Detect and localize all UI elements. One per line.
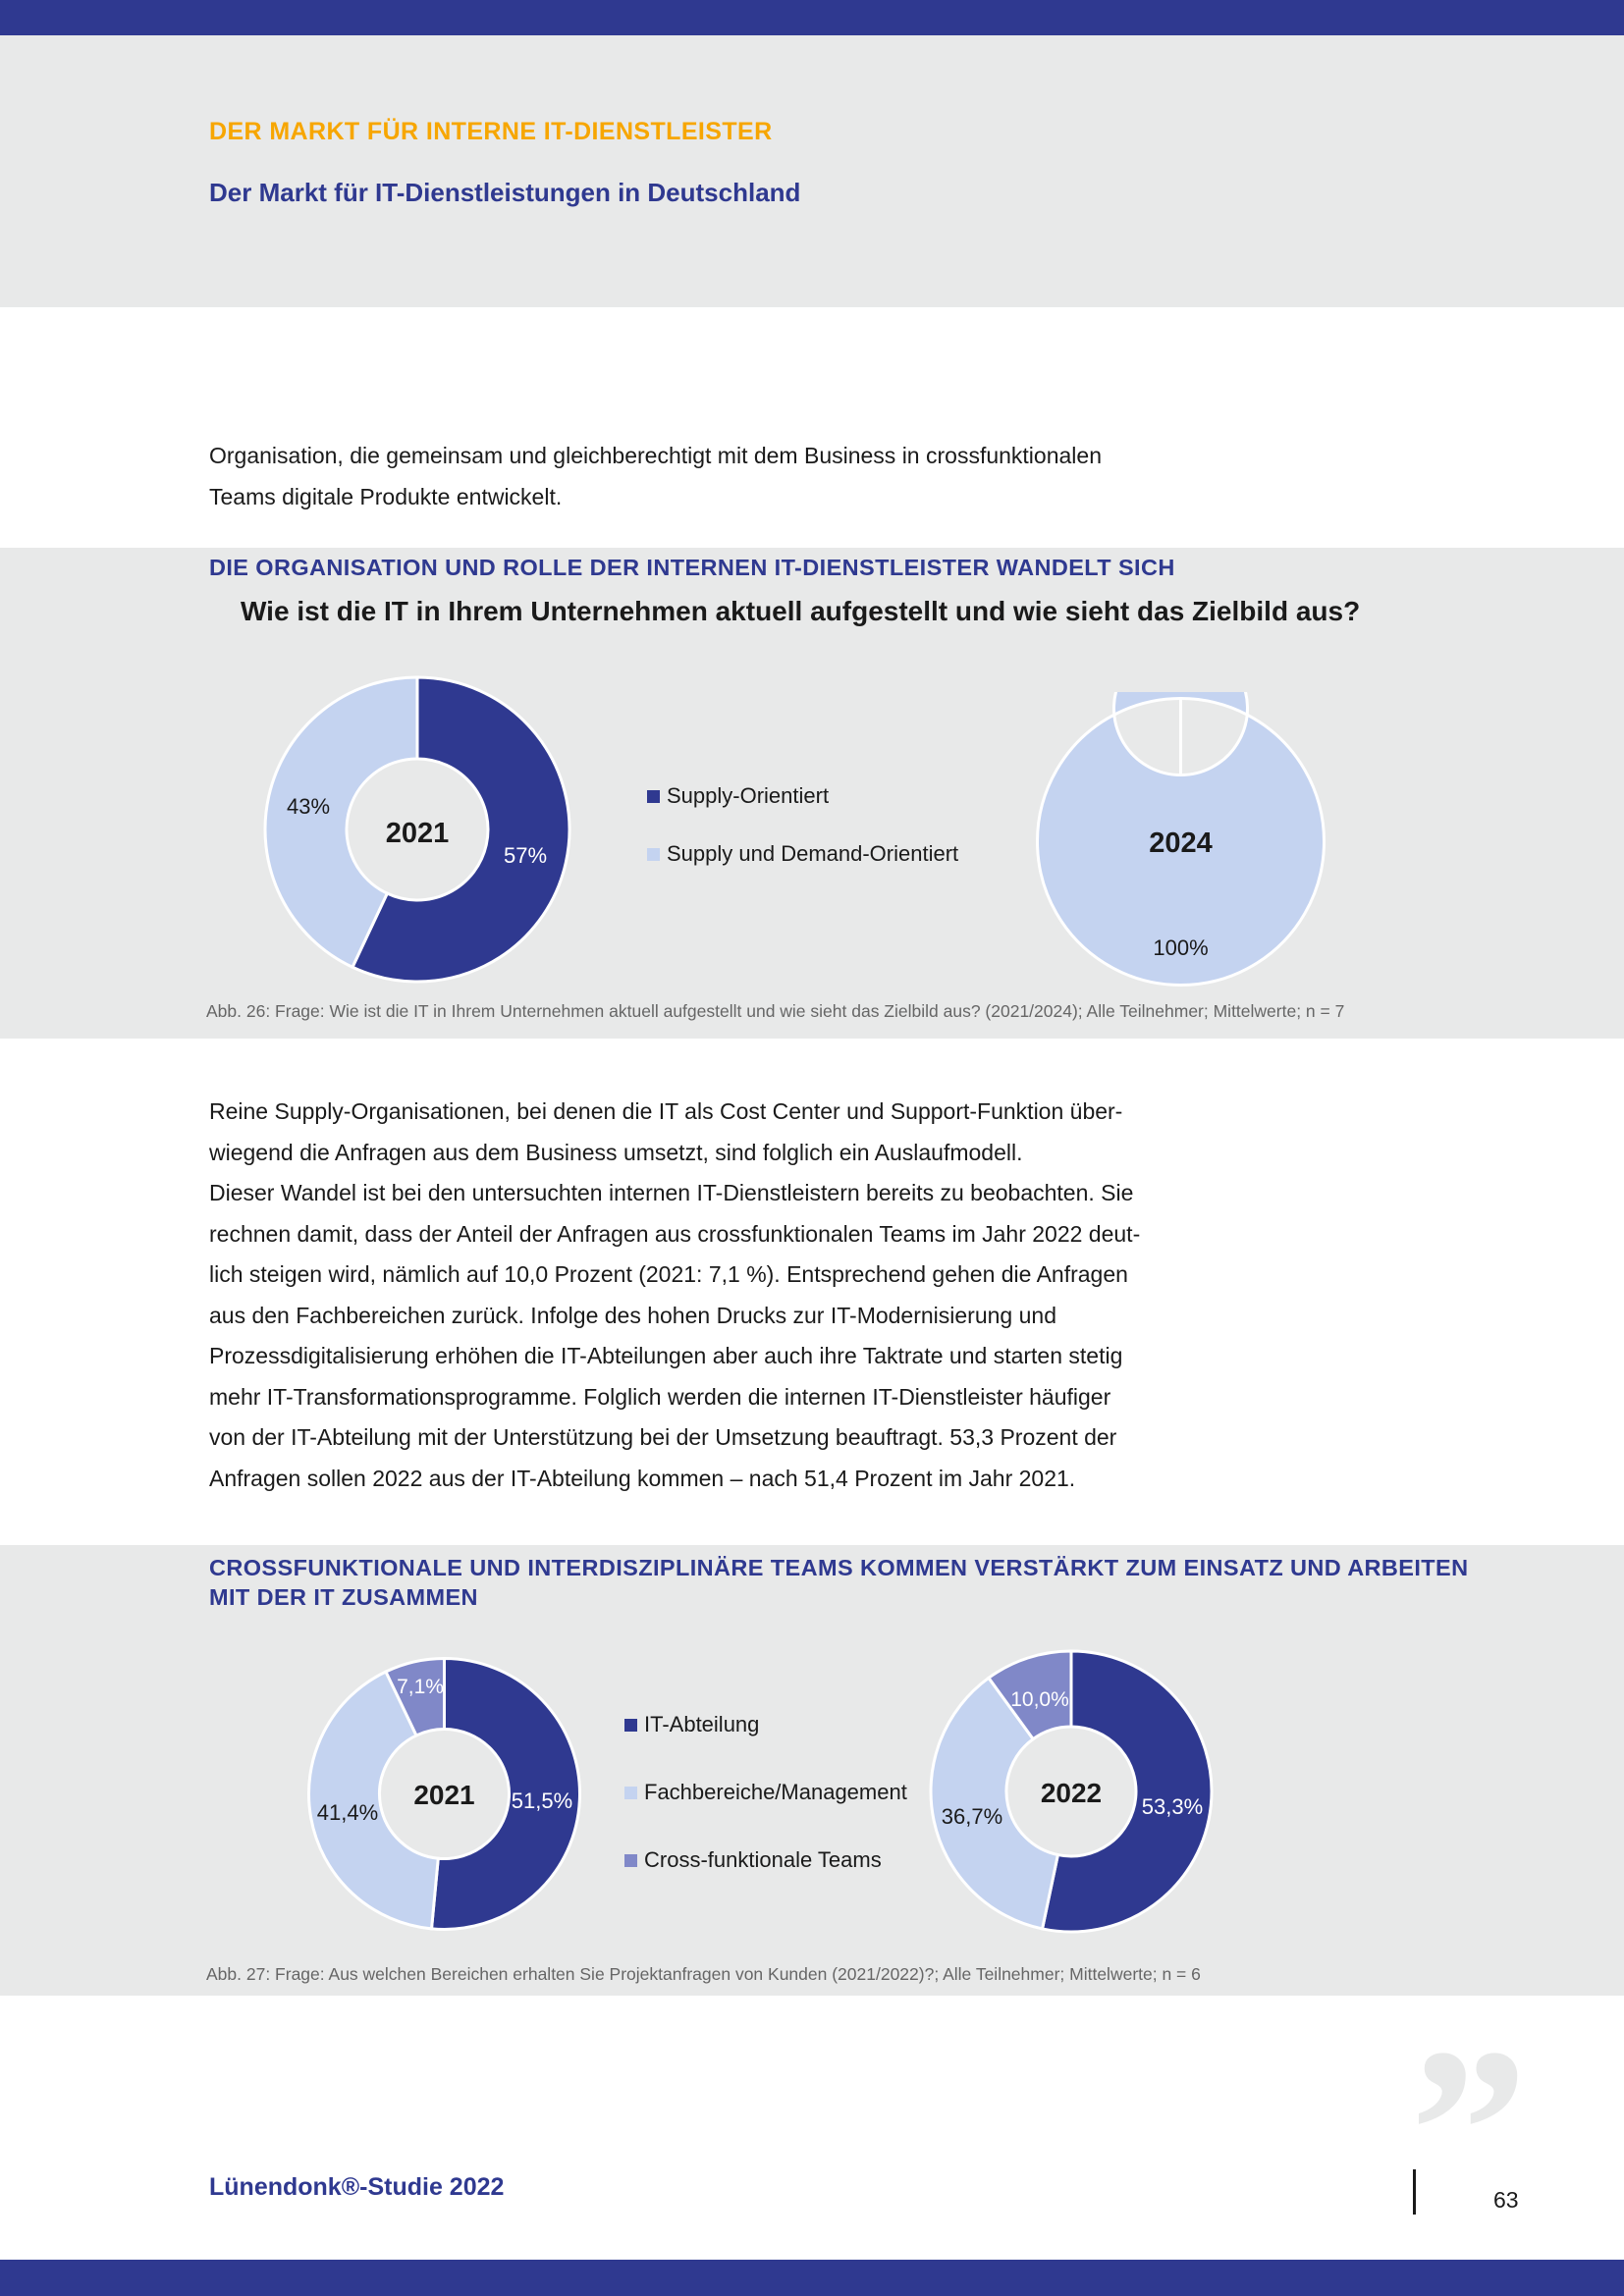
figure-26-section-title: DIE ORGANISATION UND ROLLE DER INTERNEN … bbox=[209, 555, 1175, 580]
donut-center-label: 2024 bbox=[1149, 828, 1213, 859]
figure-26-caption: Abb. 26: Frage: Wie ist die IT in Ihrem … bbox=[206, 1001, 1345, 1021]
chapter-title: Der Markt für IT-Dienstleistungen in Deu… bbox=[209, 178, 801, 207]
text-line: von der IT-Abteilung mit der Unterstützu… bbox=[209, 1424, 1117, 1450]
text-line: mehr IT-Transformationsprogramme. Folgli… bbox=[209, 1383, 1111, 1410]
text-line: wiegend die Anfragen aus dem Business um… bbox=[209, 1139, 1023, 1165]
legend-item-it: IT-Abteilung bbox=[624, 1712, 907, 1737]
figure-26-legend: Supply-Orientiert Supply und Demand-Orie… bbox=[647, 783, 958, 867]
text-line: lich steigen wird, nämlich auf 10,0 Proz… bbox=[209, 1261, 1128, 1287]
donut-slices bbox=[929, 1649, 1214, 1934]
legend-swatch bbox=[624, 1853, 637, 1867]
text-line: Anfragen sollen 2022 aus der IT-Abteilun… bbox=[209, 1465, 1076, 1491]
text-line: Prozessdigitalisierung erhöhen die IT-Ab… bbox=[209, 1343, 1123, 1368]
slice-label-supply-demand: 100% bbox=[1153, 935, 1208, 960]
legend-swatch bbox=[647, 789, 660, 803]
text-line: Organisation, die gemeinsam und gleichbe… bbox=[209, 443, 1102, 468]
donut-center-label: 2021 bbox=[413, 1780, 474, 1810]
chapter-kicker: DER MARKT FÜR INTERNE IT-DIENSTLEISTER bbox=[209, 118, 773, 145]
slice-label-fachbereiche: 41,4% bbox=[317, 1800, 378, 1825]
legend-item-supply: Supply-Orientiert bbox=[647, 783, 958, 809]
slice-label-cross: 10,0% bbox=[1010, 1688, 1069, 1711]
donut-center-label: 2022 bbox=[1041, 1778, 1102, 1808]
figure-27-panel bbox=[0, 1545, 1624, 1996]
donut-slice-supply-und-demand-orientiert bbox=[1035, 692, 1326, 987]
donut-slice-supply-und-demand-orientiert bbox=[263, 675, 419, 970]
section-title-line: MIT DER IT ZUSAMMEN bbox=[209, 1584, 478, 1610]
donut-chart-2024-supply: 2024 100% bbox=[1035, 692, 1326, 987]
donut-chart-2021-requests: 2021 51,5% 41,4% 7,1% bbox=[307, 1656, 581, 1931]
legend-item-supply-demand: Supply und Demand-Orientiert bbox=[647, 841, 958, 867]
bottom-brand-bar bbox=[0, 2260, 1624, 2296]
top-brand-bar bbox=[0, 0, 1624, 35]
donut-chart-2021-supply: 2021 57% 43% bbox=[263, 675, 571, 984]
donut-slices bbox=[263, 675, 571, 984]
donut-slice-cross-funktionale-teams bbox=[986, 1649, 1073, 1741]
donut-slice-fachbereiche-management bbox=[307, 1670, 440, 1931]
body-paragraph: Reine Supply-Organisationen, bei denen d… bbox=[209, 1092, 1140, 1499]
legend-label: Fachbereiche/Management bbox=[644, 1780, 907, 1804]
donut-slice-cross-funktionale-teams bbox=[383, 1656, 446, 1737]
slice-label-supply-demand: 43% bbox=[287, 794, 330, 819]
text-line: Reine Supply-Organisationen, bei denen d… bbox=[209, 1098, 1123, 1124]
figure-27-legend: IT-Abteilung Fachbereiche/Management Cro… bbox=[624, 1712, 907, 1873]
figure-27-caption: Abb. 27: Frage: Aus welchen Bereichen er… bbox=[206, 1964, 1201, 1984]
slice-label-it: 51,5% bbox=[512, 1789, 572, 1813]
donut-slice-supply-orientiert bbox=[351, 675, 571, 984]
slice-label-supply: 57% bbox=[504, 843, 547, 868]
donut-chart-2022-requests: 2022 53,3% 36,7% 10,0% bbox=[929, 1649, 1214, 1934]
figure-27-section-title: CROSSFUNKTIONALE UND INTERDISZIPLINÄRE T… bbox=[209, 1553, 1469, 1612]
slice-label-cross: 7,1% bbox=[397, 1676, 444, 1698]
legend-item-cross: Cross-funktionale Teams bbox=[624, 1847, 907, 1873]
footer-study-title: Lünendonk®-Studie 2022 bbox=[209, 2173, 505, 2201]
legend-label: Supply und Demand-Orientiert bbox=[667, 841, 959, 866]
donut-slice-it-abteilung bbox=[429, 1656, 581, 1931]
donut-slices bbox=[1035, 692, 1326, 987]
slice-label-it: 53,3% bbox=[1142, 1794, 1203, 1819]
text-line: rechnen damit, dass der Anteil der Anfra… bbox=[209, 1220, 1141, 1247]
figure-26-question: Wie ist die IT in Ihrem Unternehmen aktu… bbox=[241, 596, 1361, 626]
legend-label: IT-Abteilung bbox=[644, 1712, 760, 1736]
text-line: aus den Fachbereichen zurück. Infolge de… bbox=[209, 1302, 1056, 1328]
legend-item-fachbereiche: Fachbereiche/Management bbox=[624, 1780, 907, 1805]
donut-center-label: 2021 bbox=[386, 818, 450, 849]
donut-slice-it-abteilung bbox=[1040, 1649, 1214, 1934]
section-title-line: CROSSFUNKTIONALE UND INTERDISZIPLINÄRE T… bbox=[209, 1555, 1469, 1580]
legend-label: Supply-Orientiert bbox=[667, 783, 830, 808]
intro-paragraph: Organisation, die gemeinsam und gleichbe… bbox=[209, 436, 1102, 517]
legend-swatch bbox=[624, 1786, 637, 1799]
quote-mark-icon: ” bbox=[1410, 2000, 1528, 2261]
donut-slices bbox=[307, 1656, 581, 1931]
legend-swatch bbox=[624, 1718, 637, 1732]
slice-label-fachbereiche: 36,7% bbox=[942, 1804, 1002, 1829]
page-number: 63 bbox=[1493, 2187, 1519, 2213]
donut-slice-fachbereiche-management bbox=[929, 1676, 1060, 1931]
legend-swatch bbox=[647, 847, 660, 861]
text-line: Teams digitale Produkte entwickelt. bbox=[209, 483, 563, 509]
text-line: Dieser Wandel ist bei den untersuchten i… bbox=[209, 1180, 1134, 1205]
header-panel bbox=[0, 35, 1624, 307]
footer-divider bbox=[1413, 2169, 1416, 2215]
legend-label: Cross-funktionale Teams bbox=[644, 1847, 882, 1872]
